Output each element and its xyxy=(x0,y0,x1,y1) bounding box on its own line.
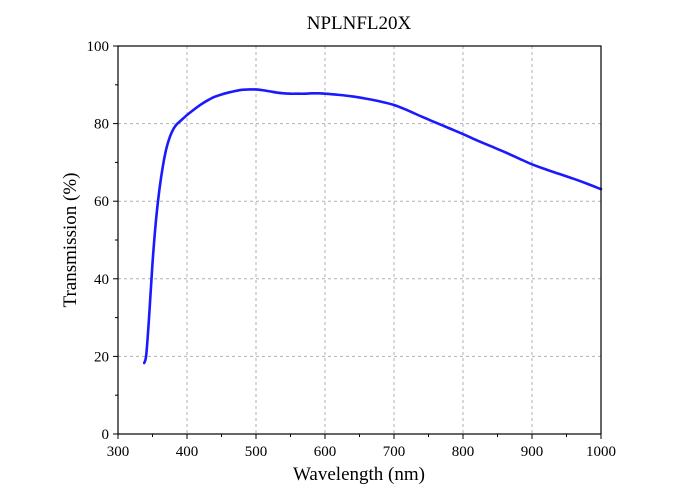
axis-ticks: 300 400 500 600 700 800 900 1000 0 20 40 60 80 100 xyxy=(87,39,617,460)
x-tick-label: 800 xyxy=(452,444,475,460)
x-tick-label: 400 xyxy=(176,444,199,460)
y-tick-label: 80 xyxy=(94,117,109,133)
x-tick-label: 500 xyxy=(245,444,268,460)
x-axis-label: Wavelength (nm) xyxy=(293,464,425,485)
y-tick-label: 0 xyxy=(102,427,110,443)
plot-frame xyxy=(117,45,602,435)
x-tick-label: 900 xyxy=(521,444,544,460)
x-tick-label: 300 xyxy=(107,444,130,460)
y-axis-label: Transmission (%) xyxy=(60,173,81,308)
y-tick-label: 20 xyxy=(94,349,109,365)
x-tick-label: 700 xyxy=(383,444,406,460)
chart-title: NPLNFL20X xyxy=(307,13,412,34)
transmission-series-line xyxy=(142,88,603,365)
x-tick-label: 600 xyxy=(314,444,337,460)
x-tick-label: 1000 xyxy=(586,444,616,460)
y-tick-label: 40 xyxy=(94,272,109,288)
series-layer xyxy=(142,88,603,365)
grid xyxy=(118,46,601,434)
y-tick-label: 100 xyxy=(87,39,110,55)
y-tick-label: 60 xyxy=(94,194,109,210)
